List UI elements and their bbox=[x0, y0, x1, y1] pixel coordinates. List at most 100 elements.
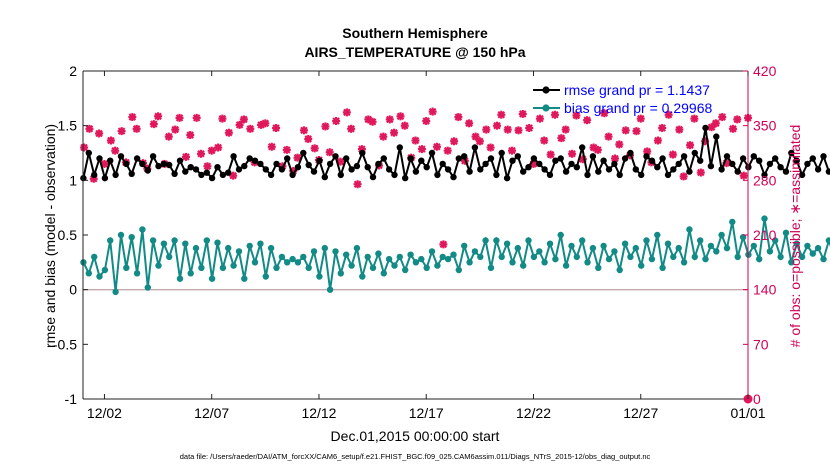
rmse-series-point bbox=[353, 162, 361, 170]
obs-assimilated-marker bbox=[396, 112, 405, 121]
y-tick-label: -1 bbox=[65, 391, 78, 407]
obs-assimilated-marker bbox=[422, 116, 431, 125]
bias-series-point bbox=[369, 264, 377, 271]
obs-star-stroke bbox=[197, 150, 205, 158]
rmse-series-point bbox=[611, 160, 618, 168]
obs-star-stroke bbox=[214, 143, 222, 152]
bias-series-point bbox=[670, 253, 677, 261]
obs-star-stroke bbox=[439, 240, 448, 249]
obs-star-stroke bbox=[165, 132, 173, 141]
obs-star-stroke bbox=[225, 128, 233, 137]
bias-series-point bbox=[627, 253, 634, 261]
rmse-series-point bbox=[300, 149, 307, 157]
obs-assimilated-marker bbox=[568, 149, 577, 158]
bias-series-point bbox=[198, 264, 205, 271]
obs-assimilated-marker bbox=[583, 116, 592, 125]
bias-series-point bbox=[804, 242, 811, 250]
bias-series-point bbox=[541, 259, 548, 266]
rmse-series-point bbox=[273, 160, 280, 168]
obs-star-stroke bbox=[368, 117, 377, 126]
bias-series-point bbox=[257, 240, 264, 247]
bias-series-point bbox=[326, 286, 334, 293]
obs-assimilated-marker bbox=[679, 172, 688, 181]
obs-assimilated-marker bbox=[111, 146, 120, 155]
bias-series-point bbox=[428, 248, 436, 255]
rmse-series-point bbox=[85, 149, 93, 157]
bias-series-point bbox=[814, 244, 822, 252]
obs-assimilated-marker bbox=[636, 114, 645, 123]
rmse-series-point bbox=[316, 157, 323, 164]
rmse-series-point bbox=[482, 160, 489, 168]
obs-assimilated-marker bbox=[400, 121, 409, 130]
obs-assimilated-marker bbox=[149, 120, 158, 129]
obs-star-stroke bbox=[546, 150, 555, 159]
obs-assimilated-marker bbox=[443, 146, 452, 155]
rmse-series-point bbox=[814, 166, 822, 173]
bias-series-point bbox=[536, 248, 543, 255]
rmse-series-point bbox=[225, 169, 232, 176]
y-axis-label: rmse and bias (model - observation) bbox=[42, 124, 58, 348]
bias-series-point bbox=[568, 242, 575, 250]
obs-assimilated-marker bbox=[621, 126, 630, 135]
bias-series-point bbox=[664, 240, 672, 247]
obs-assimilated-marker bbox=[325, 148, 334, 157]
bias-series-point bbox=[241, 275, 248, 282]
y-tick-label: 1 bbox=[69, 172, 77, 188]
bias-series-point bbox=[584, 259, 591, 266]
bias-series-point bbox=[332, 248, 339, 255]
rmse-series-point bbox=[659, 155, 666, 162]
bias-series-point bbox=[391, 262, 398, 269]
bias-series-point bbox=[739, 234, 747, 241]
rmse-series-point bbox=[423, 164, 430, 171]
y-tick-label: 0 bbox=[69, 282, 77, 298]
obs-assimilated-marker bbox=[106, 136, 115, 145]
bias-series-point bbox=[278, 253, 286, 261]
y-right-tick-label: 70 bbox=[753, 336, 769, 352]
bias-series-point bbox=[680, 259, 688, 266]
bias-series-point bbox=[439, 253, 446, 261]
bias-series-point bbox=[509, 259, 516, 266]
obs-star-stroke bbox=[385, 115, 394, 124]
obs-star-stroke bbox=[261, 119, 270, 128]
rmse-series-point bbox=[718, 166, 725, 173]
obs-star-stroke bbox=[240, 115, 248, 124]
obs-star-stroke bbox=[632, 127, 641, 135]
bias-series-point bbox=[713, 248, 720, 255]
obs-assimilated-marker bbox=[718, 113, 727, 122]
obs-assimilated-marker bbox=[293, 153, 302, 162]
bias-series-point bbox=[133, 270, 141, 277]
bias-series-point bbox=[718, 231, 725, 239]
rmse-series-point bbox=[187, 164, 194, 171]
rmse-series-point bbox=[337, 171, 344, 179]
obs-star-stroke bbox=[729, 125, 737, 133]
obs-star-stroke bbox=[321, 122, 330, 131]
bias-series-point bbox=[182, 240, 189, 247]
rmse-series-point bbox=[471, 144, 479, 151]
rmse-series-point bbox=[434, 171, 441, 179]
obs-star-stroke bbox=[343, 108, 351, 117]
x-tick-label: 12/17 bbox=[409, 405, 444, 421]
obs-assimilated-marker bbox=[658, 124, 667, 133]
bias-series-point bbox=[772, 237, 779, 244]
rmse-series-point bbox=[230, 153, 237, 160]
rmse-series-point bbox=[166, 161, 173, 169]
rmse-series-point bbox=[579, 144, 586, 151]
rmse-series-point bbox=[686, 168, 693, 175]
bias-series-point bbox=[214, 239, 221, 246]
bias-series-point bbox=[782, 229, 790, 236]
obs-assimilated-marker bbox=[214, 143, 223, 152]
rmse-series-point bbox=[450, 173, 457, 181]
rmse-series-point bbox=[348, 166, 355, 173]
bias-series-point bbox=[461, 242, 468, 250]
obs-star-stroke bbox=[621, 126, 630, 135]
obs-assimilated-marker bbox=[261, 119, 270, 128]
bias-series-point bbox=[149, 237, 157, 244]
rmse-series-point bbox=[321, 173, 328, 181]
bias-series-point bbox=[793, 240, 800, 247]
rmse-series-point bbox=[385, 166, 393, 173]
rmse-series-point bbox=[552, 157, 559, 164]
rmse-series-point bbox=[621, 155, 629, 162]
rmse-series-point bbox=[777, 164, 784, 171]
x-tick-label: 12/27 bbox=[623, 405, 658, 421]
rmse-series-point bbox=[407, 155, 414, 162]
